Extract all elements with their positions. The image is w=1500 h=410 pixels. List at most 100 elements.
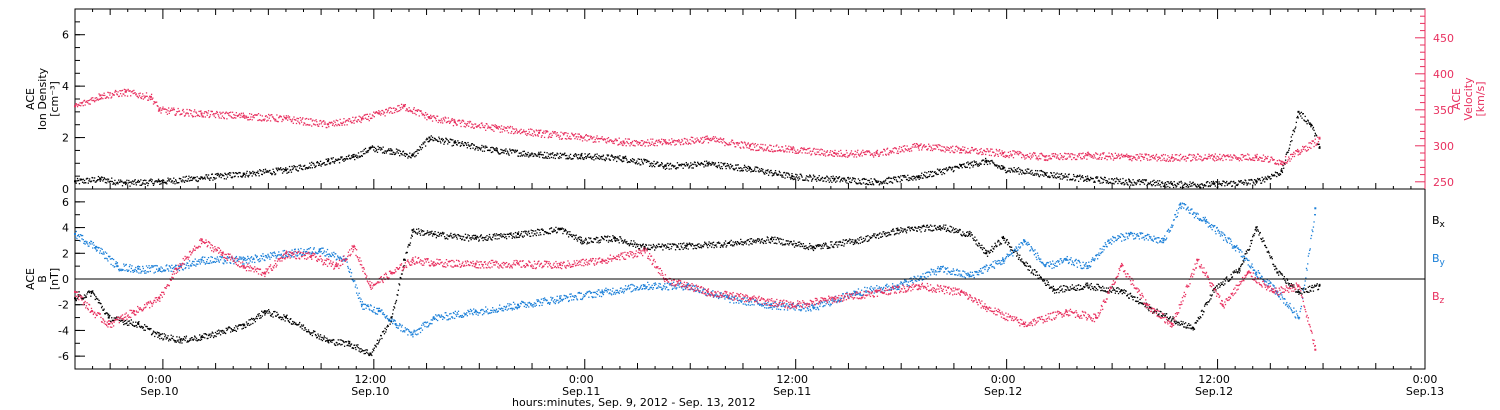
velocity-sample: [514, 132, 516, 134]
density-sample: [1060, 173, 1062, 176]
velocity-sample: [583, 137, 585, 139]
bx-sample: [128, 320, 131, 322]
x-tick-date: Sep.10: [351, 385, 389, 398]
velocity-sample: [938, 148, 940, 151]
bx-sample: [270, 315, 272, 317]
bx-sample: [317, 333, 319, 335]
velocity-sample: [185, 112, 188, 114]
density-sample: [1152, 183, 1154, 186]
bx-sample: [181, 339, 184, 341]
velocity-sample: [88, 103, 90, 105]
velocity-sample: [568, 138, 570, 140]
velocity-sample: [324, 123, 327, 125]
bx-sample: [226, 328, 229, 330]
density-sample: [519, 152, 521, 154]
density-sample: [307, 167, 310, 169]
density-sample: [377, 145, 379, 148]
density-sample: [121, 180, 123, 182]
density-sample: [298, 164, 300, 167]
density-sample: [1305, 120, 1308, 123]
velocity-point: [959, 148, 962, 151]
density-sample: [563, 153, 565, 155]
density-sample: [387, 149, 389, 151]
velocity-sample: [87, 99, 89, 102]
density-sample: [597, 157, 600, 160]
density-sample: [161, 179, 163, 182]
velocity-sample: [964, 152, 967, 154]
velocity-sample: [483, 126, 486, 129]
velocity-sample: [681, 140, 684, 142]
velocity-sample: [427, 116, 429, 118]
velocity-sample: [166, 109, 168, 111]
velocity-sample: [138, 93, 140, 95]
velocity-sample: [215, 112, 217, 114]
density-sample: [1031, 172, 1034, 174]
density-sample: [862, 178, 864, 180]
density-sample: [526, 155, 528, 157]
density-sample: [76, 177, 79, 180]
velocity-sample: [515, 128, 517, 130]
density-sample: [1081, 176, 1083, 178]
density-sample: [309, 167, 312, 169]
velocity-sample: [1133, 157, 1135, 159]
density-sample: [310, 164, 312, 166]
bx-sample: [325, 340, 327, 342]
velocity-sample: [1179, 153, 1182, 156]
density-sample: [462, 143, 464, 145]
velocity-sample: [168, 107, 170, 109]
velocity-sample: [1092, 157, 1094, 159]
density-sample: [1095, 176, 1098, 178]
velocity-sample: [748, 147, 751, 149]
velocity-sample: [712, 138, 714, 140]
velocity-sample: [800, 147, 802, 150]
density-sample: [736, 164, 738, 166]
velocity-sample: [1260, 157, 1262, 159]
velocity-sample: [1121, 153, 1123, 155]
density-sample: [1040, 169, 1042, 172]
density-sample: [747, 167, 749, 170]
velocity-sample: [981, 151, 984, 153]
velocity-sample: [1084, 153, 1087, 155]
bx-sample: [113, 317, 115, 319]
bx-sample: [176, 340, 179, 342]
velocity-sample: [1188, 154, 1190, 156]
density-sample: [940, 171, 942, 174]
bx-sample: [191, 336, 193, 339]
bx-sample: [250, 317, 253, 320]
density-sample: [1029, 170, 1032, 172]
velocity-sample: [1183, 155, 1185, 158]
density-sample: [285, 169, 288, 172]
velocity-sample: [1283, 162, 1285, 164]
density-sample: [276, 169, 279, 172]
velocity-sample: [766, 148, 768, 150]
bx-sample: [249, 324, 251, 326]
bx-sample: [235, 330, 238, 332]
density-sample: [940, 170, 942, 173]
velocity-sample: [1014, 153, 1016, 155]
bx-sample: [259, 314, 262, 317]
velocity-sample: [796, 152, 798, 154]
velocity-sample: [342, 121, 344, 123]
density-sample: [192, 178, 194, 180]
density-sample: [239, 172, 241, 174]
density-sample: [1043, 175, 1045, 177]
density-sample: [124, 181, 126, 183]
density-sample: [782, 176, 784, 178]
velocity-sample: [1195, 159, 1197, 161]
x-tick-date: Sep.11: [562, 385, 600, 398]
density-sample: [494, 148, 496, 150]
velocity-sample: [84, 104, 86, 106]
density-sample: [303, 165, 305, 167]
density-sample: [1133, 181, 1135, 183]
velocity-sample: [186, 108, 188, 111]
density-sample: [704, 160, 706, 163]
density-sample: [133, 183, 135, 185]
density-sample: [586, 155, 589, 157]
velocity-sample: [1286, 162, 1288, 164]
velocity-sample: [1060, 157, 1062, 159]
velocity-point: [453, 121, 456, 124]
density-sample: [82, 178, 84, 180]
density-sample: [779, 171, 781, 174]
density-sample: [369, 148, 371, 150]
bx-sample: [341, 343, 343, 346]
